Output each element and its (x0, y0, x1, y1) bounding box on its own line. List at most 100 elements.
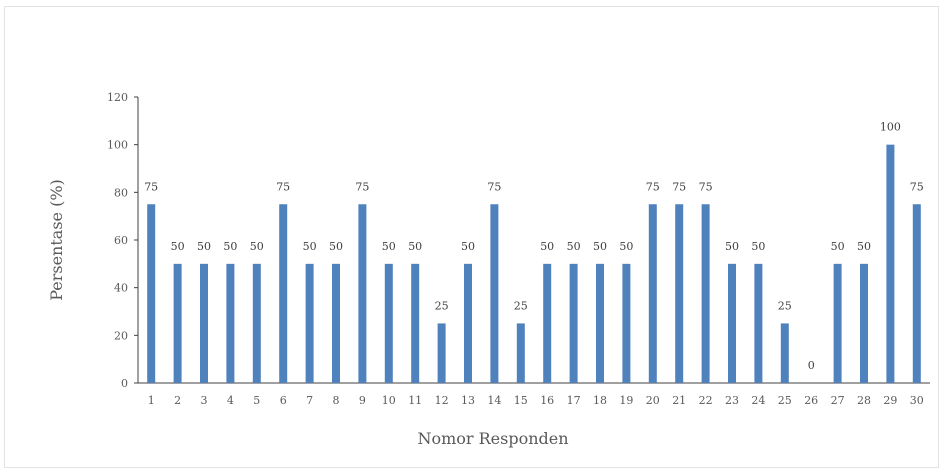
bar (860, 263, 868, 383)
data-label: 25 (514, 299, 528, 312)
data-label: 75 (672, 180, 686, 193)
x-tick-label: 25 (778, 394, 792, 407)
data-label: 50 (408, 240, 422, 253)
y-tick-label: 0 (121, 377, 128, 390)
bar (886, 144, 895, 383)
bar (147, 204, 156, 383)
x-tick-label: 7 (306, 394, 313, 407)
data-label: 50 (303, 240, 317, 253)
data-label: 75 (646, 180, 660, 193)
x-tick-label: 24 (751, 394, 765, 407)
data-label: 75 (487, 180, 501, 193)
data-label: 50 (223, 240, 237, 253)
bar (622, 263, 631, 383)
bar (305, 263, 314, 383)
y-tick-label: 20 (114, 329, 128, 342)
data-label: 50 (857, 240, 871, 253)
data-label: 50 (329, 240, 343, 253)
x-tick-label: 10 (382, 394, 396, 407)
bar (675, 204, 684, 383)
x-tick-label: 14 (487, 394, 501, 407)
y-tick-label: 40 (114, 282, 128, 295)
data-label: 75 (699, 180, 713, 193)
bar (226, 263, 235, 383)
bar (912, 204, 921, 383)
data-label: 50 (197, 240, 211, 253)
bar (464, 263, 472, 383)
bar (596, 263, 604, 383)
bar (833, 263, 842, 383)
data-label: 50 (540, 240, 554, 253)
data-label: 50 (461, 240, 475, 253)
x-tick-label: 23 (725, 394, 739, 407)
bar (200, 263, 208, 383)
data-label: 50 (619, 240, 633, 253)
x-tick-label: 22 (699, 394, 713, 407)
data-label: 50 (171, 240, 185, 253)
bar (543, 263, 552, 383)
x-tick-label: 30 (910, 394, 924, 407)
x-tick-label: 16 (540, 394, 554, 407)
y-tick-label: 80 (114, 186, 128, 199)
x-tick-label: 28 (857, 394, 871, 407)
x-tick-label: 4 (227, 394, 234, 407)
bar (358, 204, 367, 383)
x-tick-label: 12 (435, 394, 449, 407)
x-axis-title: Nomor Responden (417, 429, 568, 448)
plot-area: 0204060801001207515025035045057565075087… (107, 91, 930, 407)
x-tick-label: 15 (514, 394, 528, 407)
data-label: 50 (593, 240, 607, 253)
bar (569, 263, 578, 383)
data-label: 50 (751, 240, 765, 253)
x-tick-label: 5 (253, 394, 260, 407)
data-label: 100 (880, 121, 901, 134)
data-label: 0 (808, 359, 815, 372)
bar (780, 323, 789, 383)
data-label: 75 (144, 180, 158, 193)
bar (252, 263, 261, 383)
x-tick-label: 20 (646, 394, 660, 407)
x-tick-label: 3 (201, 394, 208, 407)
bar (384, 263, 393, 383)
bar (701, 204, 710, 383)
x-tick-label: 6 (280, 394, 287, 407)
x-tick-label: 8 (333, 394, 340, 407)
bar (411, 263, 420, 383)
x-tick-label: 11 (408, 394, 422, 407)
data-label: 75 (276, 180, 290, 193)
bar (173, 263, 182, 383)
y-axis-title: Persentase (%) (47, 179, 66, 301)
data-label: 50 (250, 240, 264, 253)
bar (516, 323, 525, 383)
x-tick-label: 27 (831, 394, 845, 407)
x-tick-label: 1 (148, 394, 155, 407)
data-label: 25 (778, 299, 792, 312)
x-tick-label: 2 (174, 394, 181, 407)
bar (437, 323, 446, 383)
y-tick-label: 100 (107, 139, 128, 152)
x-tick-label: 29 (883, 394, 897, 407)
x-tick-label: 26 (804, 394, 818, 407)
x-tick-label: 9 (359, 394, 366, 407)
data-label: 75 (355, 180, 369, 193)
y-tick-label: 60 (114, 234, 128, 247)
bar (332, 263, 340, 383)
x-tick-label: 13 (461, 394, 475, 407)
bar (648, 204, 657, 383)
x-tick-label: 19 (619, 394, 633, 407)
data-label: 50 (725, 240, 739, 253)
data-label: 25 (435, 299, 449, 312)
data-label: 50 (382, 240, 396, 253)
x-tick-label: 21 (672, 394, 686, 407)
x-tick-label: 17 (567, 394, 581, 407)
bar (279, 204, 288, 383)
data-label: 75 (910, 180, 924, 193)
bar (754, 263, 763, 383)
x-tick-label: 18 (593, 394, 607, 407)
bar (490, 204, 499, 383)
chart-frame (4, 6, 939, 468)
data-label: 50 (831, 240, 845, 253)
data-label: 50 (567, 240, 581, 253)
bar (728, 263, 736, 383)
